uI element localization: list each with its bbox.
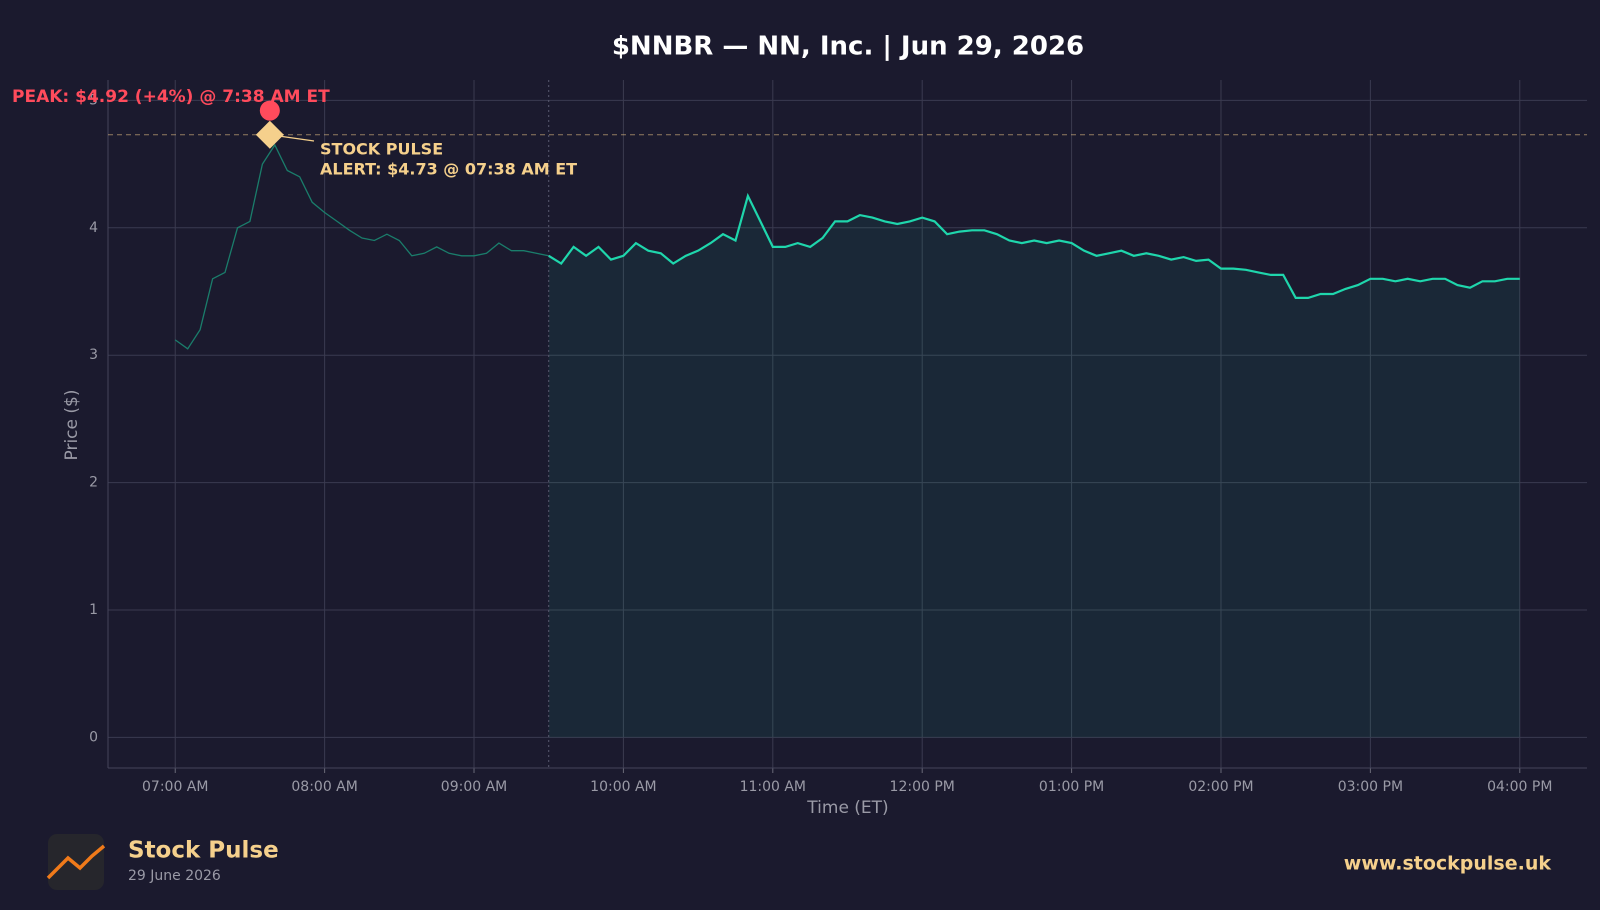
x-tick-label: 02:00 PM: [1188, 779, 1253, 795]
chart-title: $NNBR — NN, Inc. | Jun 29, 2026: [612, 32, 1084, 62]
price-line: [548, 192, 1520, 299]
x-tick-label: 08:00 AM: [291, 779, 357, 795]
logo-icon: [46, 844, 106, 880]
x-tick-label: 09:00 AM: [441, 779, 507, 795]
brand-name: Stock Pulse: [128, 838, 279, 864]
alert-label: STOCK PULSE: [320, 140, 443, 159]
logo-tile: [48, 834, 104, 890]
x-tick-label: 12:00 PM: [890, 779, 955, 795]
x-axis-label: Time (ET): [806, 798, 888, 818]
y-tick-label: 5: [89, 92, 98, 108]
alert-marker: [255, 120, 284, 149]
y-tick-label: 4: [89, 220, 98, 236]
x-tick-label: 07:00 AM: [142, 779, 208, 795]
peak-label: PEAK: $4.92 (+4%) @ 7:38 AM ET: [12, 87, 330, 107]
price-line: [174, 143, 549, 350]
x-tick-label: 03:00 PM: [1338, 779, 1403, 795]
website-url: www.stockpulse.uk: [1344, 853, 1552, 875]
brand-date: 29 June 2026: [128, 868, 221, 884]
peak-marker: [259, 100, 280, 121]
x-tick-label: 01:00 PM: [1039, 779, 1104, 795]
y-axis-label: Price ($): [62, 390, 82, 461]
y-tick-label: 1: [89, 602, 98, 618]
alert-label: ALERT: $4.73 @ 07:38 AM ET: [320, 160, 577, 179]
x-tick-label: 04:00 PM: [1487, 779, 1552, 795]
x-tick-label: 11:00 AM: [740, 779, 806, 795]
y-tick-label: 0: [89, 729, 98, 745]
y-tick-label: 2: [89, 475, 98, 491]
logo: [46, 834, 106, 890]
x-tick-label: 10:00 AM: [590, 779, 656, 795]
y-tick-label: 3: [89, 347, 98, 363]
area-fill: [548, 195, 1520, 738]
plot-area: 0 1 2 3 4 5 07:00 AM 08:00 AM 09:00 AM 10:00 AM 11…: [12, 80, 1587, 795]
